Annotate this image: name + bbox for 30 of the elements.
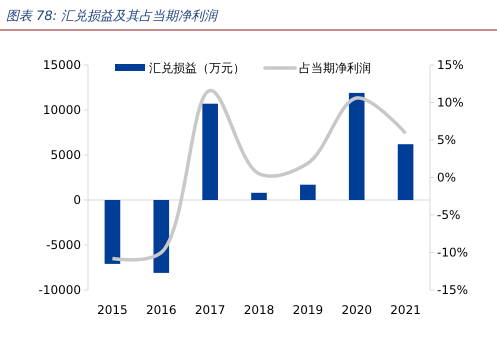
x-tick-label: 2020 bbox=[341, 303, 372, 317]
y-tick-label: 10000 bbox=[42, 102, 81, 117]
y-tick-label: -5000 bbox=[46, 238, 81, 252]
y2-tick-label: 15% bbox=[437, 58, 464, 72]
legend-label: 占当期净利润 bbox=[299, 61, 371, 75]
y-tick-label: 0 bbox=[73, 192, 81, 207]
bar bbox=[348, 92, 365, 200]
y2-tick-label: -5% bbox=[437, 208, 460, 222]
x-tick-label: 2019 bbox=[292, 303, 324, 317]
x-tick-label: 2015 bbox=[97, 303, 128, 317]
bar bbox=[398, 144, 414, 200]
x-tick-label: 2017 bbox=[194, 303, 226, 317]
bar bbox=[104, 200, 120, 264]
chart-title: 图表 78: 汇兑损益及其占当期净利润 bbox=[6, 9, 220, 24]
legend-label: 汇兑损益（万元） bbox=[149, 61, 245, 75]
x-tick-label: 2016 bbox=[146, 303, 177, 317]
y-tick-label: 15000 bbox=[42, 58, 81, 72]
y2-tick-label: -15% bbox=[437, 282, 468, 297]
y2-tick-label: 5% bbox=[437, 132, 456, 147]
x-tick-label: 2021 bbox=[390, 303, 421, 317]
bar bbox=[202, 104, 218, 200]
y-tick-label: -10000 bbox=[38, 282, 81, 297]
x-tick-label: 2018 bbox=[244, 303, 274, 317]
bar bbox=[251, 192, 267, 200]
y2-tick-label: 10% bbox=[437, 95, 464, 110]
bar bbox=[153, 200, 170, 273]
y2-tick-label: -10% bbox=[437, 245, 468, 260]
y-tick-label: 5000 bbox=[50, 148, 81, 162]
bar bbox=[300, 184, 316, 200]
y2-tick-label: 0% bbox=[437, 170, 456, 184]
